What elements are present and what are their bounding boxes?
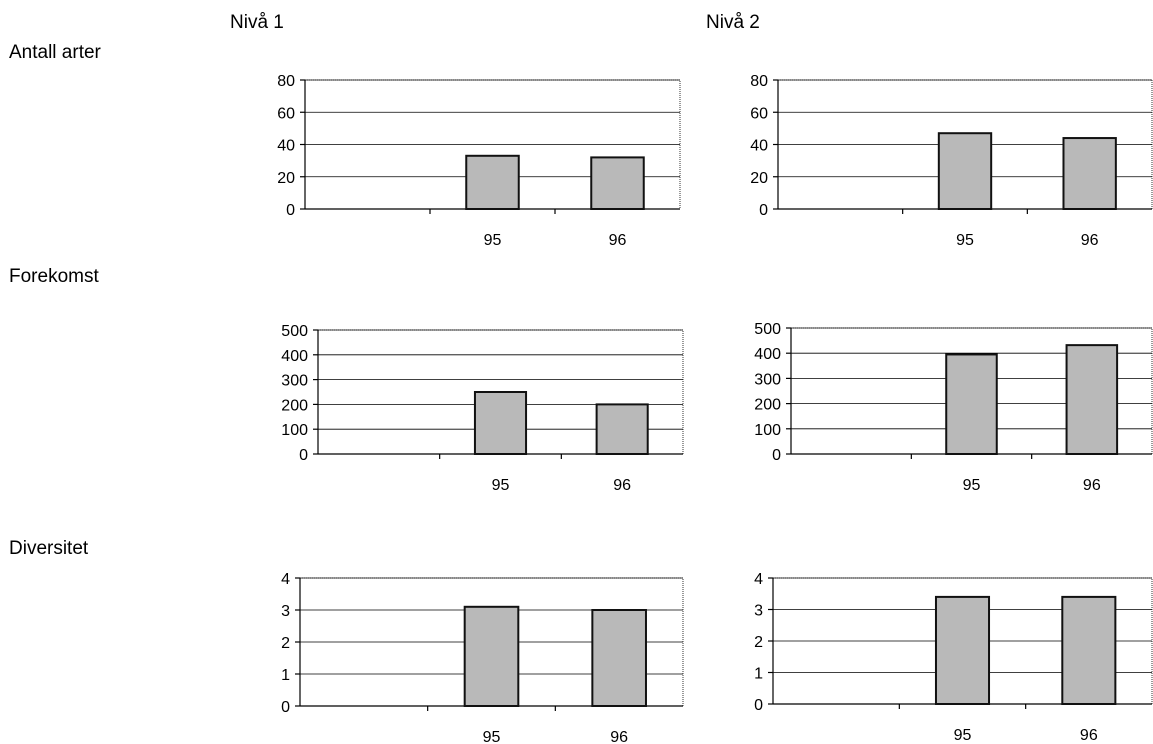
chart4-y-tick-label: 4 [281,571,290,588]
chart3-x-tick-label: 96 [1083,477,1101,494]
chart2-bar-96 [595,403,649,455]
chart2-y-tick-label: 500 [281,323,308,340]
chart4-x-tick-label: 96 [610,729,628,744]
chart1-bar-96 [1062,137,1117,210]
chart5-x-tick-label: 96 [1080,727,1098,744]
chart2-bar-95 [473,391,528,455]
chart3-bar-95 [945,353,998,455]
chart0-y-tick-label: 20 [277,170,295,187]
chart0-y-tick-label: 80 [277,73,295,90]
chart3-y-tick-label: 300 [754,371,781,388]
row-label-diversitet: Diversitet [9,538,89,559]
chart1-y-tick-label: 40 [750,138,768,155]
chart1-y-tick-label: 0 [759,202,768,219]
row-label-forekomst: Forekomst [9,266,99,287]
chart5-x-tick-label: 95 [954,727,972,744]
chart3-y-tick-label: 500 [754,321,781,338]
chart1-bar-95 [937,132,993,210]
chart0-x-tick-label: 95 [484,232,502,249]
chart5-y-tick-label: 4 [754,571,763,588]
chart4-y-tick-label: 0 [281,699,290,716]
chart2-y-tick-label: 0 [299,447,308,464]
row-label-antall-arter: Antall arter [9,42,101,63]
chart4-y-tick-label: 3 [281,603,290,620]
chart5-y-tick-label: 3 [754,603,763,620]
chart4-bar-95 [463,605,520,707]
chart2-y-tick-label: 400 [281,348,308,365]
column-header-niva-1: Nivå 1 [230,12,284,33]
chart1-y-tick-label: 60 [750,105,768,122]
chart4-y-tick-label: 1 [281,667,290,684]
chart3-y-tick-label: 100 [754,422,781,439]
chart2-y-tick-label: 300 [281,373,308,390]
chart3-x-tick-label: 95 [963,477,981,494]
chart0-y-tick-label: 60 [277,105,295,122]
chart4-bar-96 [591,609,647,707]
column-header-niva-2: Nivå 2 [706,12,760,33]
chart5-bar-95 [934,595,991,706]
chart2-y-tick-label: 200 [281,397,308,414]
chart1-y-tick-label: 80 [750,73,768,90]
chart3-y-tick-label: 400 [754,346,781,363]
chart0-y-tick-label: 40 [277,138,295,155]
chart5-bar-96 [1061,595,1117,706]
chart0-y-tick-label: 0 [286,202,295,219]
chart3-y-tick-label: 200 [754,397,781,414]
chart1-x-tick-label: 96 [1081,232,1099,249]
chart2-x-tick-label: 95 [492,477,510,494]
chart4-x-tick-label: 95 [483,729,501,744]
chart5-y-tick-label: 1 [754,666,763,683]
chart1-y-tick-label: 20 [750,170,768,187]
chart0-bar-96 [590,156,645,210]
chart1-x-tick-label: 95 [956,232,974,249]
chart2-y-tick-label: 100 [281,422,308,439]
chart2-x-tick-label: 96 [613,477,631,494]
chart3-y-tick-label: 0 [772,447,781,464]
chart0-bar-95 [465,154,520,211]
chart3-bar-96 [1065,344,1119,455]
chart5-y-tick-label: 0 [754,697,763,714]
chart0-x-tick-label: 96 [609,232,627,249]
chart4-y-tick-label: 2 [281,635,290,652]
chart5-y-tick-label: 2 [754,634,763,651]
